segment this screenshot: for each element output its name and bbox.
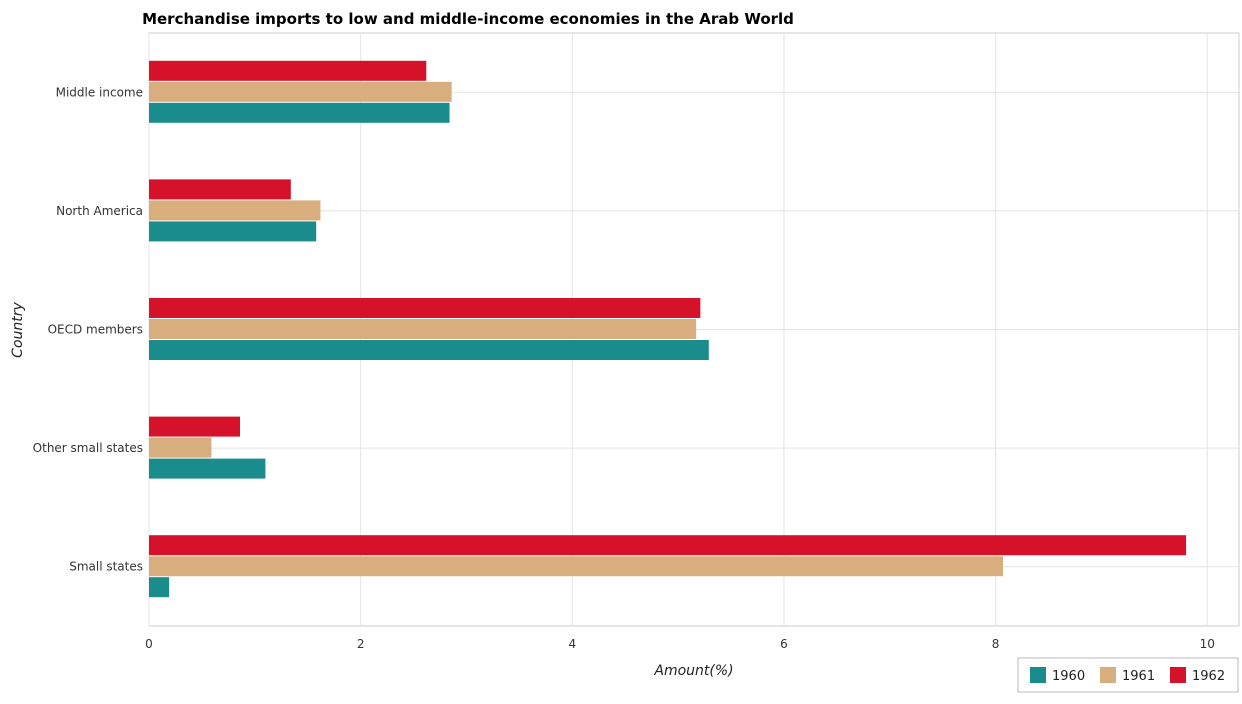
- x-tick-label: 6: [780, 637, 788, 651]
- x-tick-label: 0: [145, 637, 153, 651]
- bar-1962: [149, 298, 701, 318]
- bar-1961: [149, 200, 321, 221]
- bar-1961: [149, 556, 1004, 577]
- x-tick-labels: 0 2 4 6 8 10: [145, 637, 1215, 651]
- x-tick-label: 4: [568, 637, 576, 651]
- bar-1961: [149, 319, 697, 339]
- bar-1961: [149, 437, 212, 458]
- legend: 1960 1961 1962: [1017, 657, 1239, 693]
- bar-1962: [149, 416, 241, 437]
- legend-swatch: [1170, 667, 1186, 683]
- y-tick-label: North America: [56, 204, 143, 218]
- chart-title: Merchandise imports to low and middle-in…: [142, 10, 794, 28]
- bar-1960: [149, 458, 266, 479]
- legend-box: [1017, 657, 1239, 693]
- x-tick-label: 2: [357, 637, 365, 651]
- x-tick-label: 8: [992, 637, 1000, 651]
- bar-1960: [149, 221, 317, 242]
- legend-label: 1961: [1122, 669, 1155, 684]
- bar-1960: [149, 102, 450, 123]
- y-tick-label: Middle income: [56, 85, 143, 99]
- legend-label: 1960: [1052, 669, 1085, 684]
- y-tick-label: Small states: [69, 560, 143, 574]
- bar-1960: [149, 340, 709, 360]
- bar-1961: [149, 81, 452, 102]
- legend-swatch: [1030, 667, 1046, 683]
- bar-1962: [149, 179, 291, 200]
- bars: [149, 60, 1187, 598]
- x-tick-label: 10: [1200, 637, 1215, 651]
- x-axis-label: Amount(%): [653, 663, 733, 679]
- y-tick-label: OECD members: [48, 323, 143, 337]
- y-tick-label: Other small states: [33, 441, 143, 455]
- y-tick-labels: Middle income North America OECD members Ot…: [33, 85, 143, 573]
- bar-1962: [149, 60, 427, 81]
- legend-label: 1962: [1192, 669, 1225, 684]
- legend-swatch: [1100, 667, 1116, 683]
- bar-1962: [149, 535, 1187, 556]
- y-axis-label: Country: [10, 301, 26, 357]
- bar-1960: [149, 577, 170, 598]
